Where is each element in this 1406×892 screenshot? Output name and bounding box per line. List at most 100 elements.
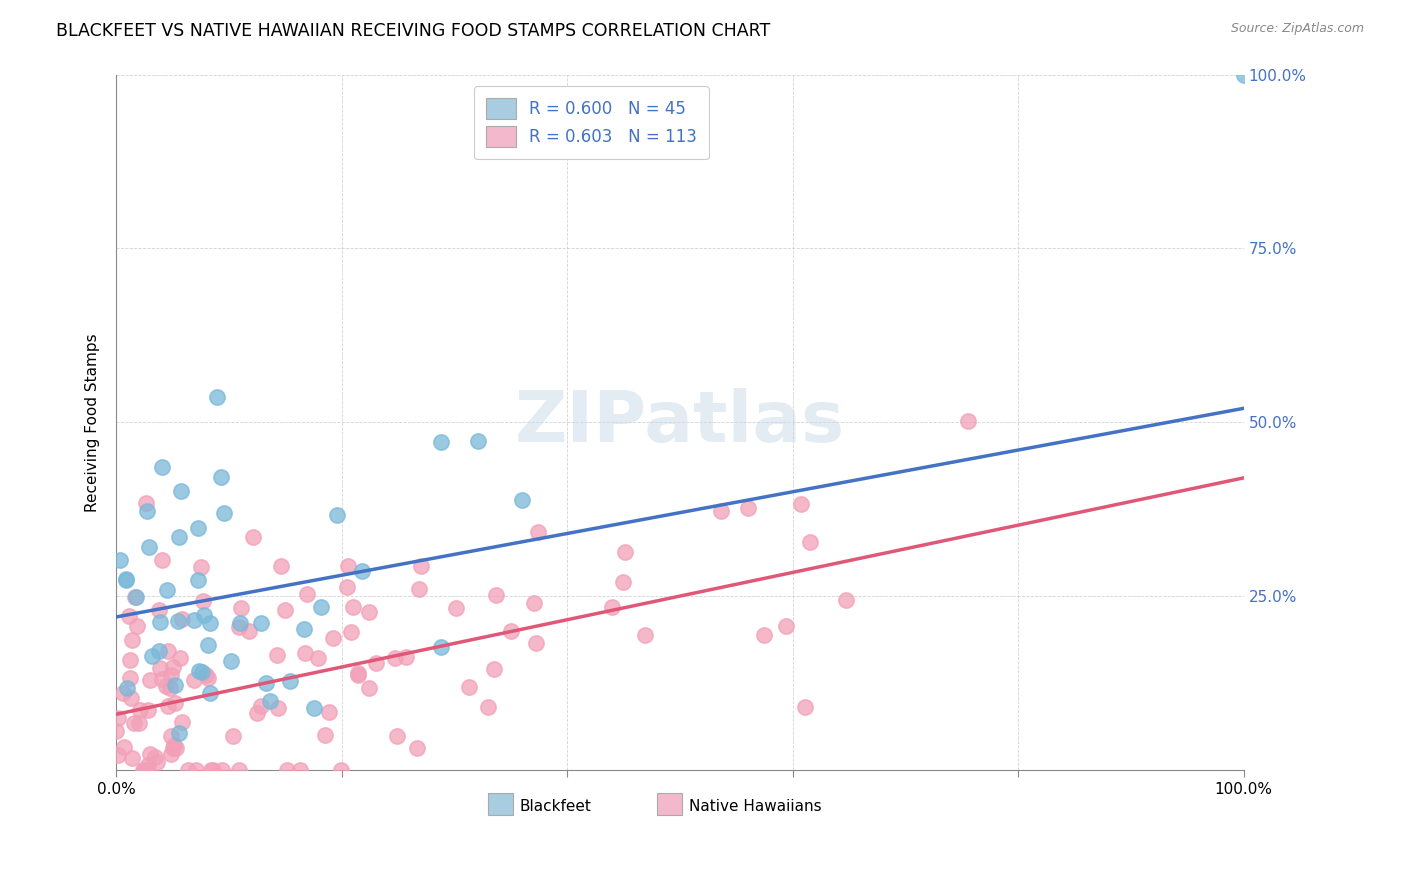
Point	[162, 741, 184, 756]
Point	[612, 575, 634, 590]
Point	[184, 763, 207, 777]
Point	[136, 703, 159, 717]
Point	[294, 647, 316, 661]
Point	[193, 608, 215, 623]
Point	[160, 668, 183, 682]
Point	[155, 680, 177, 694]
Point	[602, 599, 624, 614]
Point	[238, 624, 260, 639]
Point	[222, 730, 245, 744]
Point	[145, 755, 167, 769]
Point	[249, 698, 271, 713]
Point	[169, 726, 191, 740]
Point	[135, 496, 157, 510]
Point	[150, 673, 173, 687]
Point	[122, 715, 145, 730]
Point	[228, 763, 250, 777]
Point	[107, 711, 129, 725]
Point	[1233, 68, 1256, 82]
Point	[156, 582, 179, 597]
Point	[156, 698, 179, 713]
Point	[128, 716, 150, 731]
Point	[167, 530, 190, 544]
Point	[105, 723, 128, 738]
Point	[229, 616, 252, 631]
Point	[634, 628, 657, 642]
Point	[250, 615, 273, 630]
Point	[477, 699, 499, 714]
Point	[523, 596, 546, 610]
Point	[141, 648, 163, 663]
Text: Source: ZipAtlas.com: Source: ZipAtlas.com	[1230, 22, 1364, 36]
Point	[138, 673, 160, 687]
Point	[276, 763, 298, 777]
Point	[799, 535, 821, 549]
Point	[188, 664, 211, 678]
Point	[198, 685, 221, 699]
Point	[197, 671, 219, 685]
Point	[159, 681, 181, 695]
Point	[115, 572, 138, 586]
Point	[191, 594, 214, 608]
Point	[150, 459, 173, 474]
Point	[254, 676, 277, 690]
Point	[357, 681, 380, 695]
Point	[484, 589, 506, 603]
Point	[200, 763, 222, 777]
Point	[408, 582, 430, 596]
Point	[266, 648, 288, 662]
Point	[149, 661, 172, 675]
Point	[183, 613, 205, 627]
Point	[342, 599, 364, 614]
Point	[405, 741, 427, 756]
Point	[278, 673, 301, 688]
Point	[165, 696, 187, 710]
Point	[117, 608, 139, 623]
Point	[112, 739, 135, 754]
Point	[336, 581, 359, 595]
Point	[187, 521, 209, 535]
Point	[737, 501, 759, 516]
Point	[172, 714, 194, 729]
Point	[148, 644, 170, 658]
Point	[446, 600, 468, 615]
Point	[190, 665, 212, 680]
Point	[364, 657, 387, 671]
Point	[467, 434, 489, 448]
Point	[229, 600, 252, 615]
Point	[340, 625, 363, 640]
Point	[458, 681, 481, 695]
Point	[170, 484, 193, 499]
Text: ZIPatlas: ZIPatlas	[515, 388, 845, 457]
Point	[145, 750, 167, 764]
Point	[387, 729, 409, 743]
Point	[160, 729, 183, 743]
Point	[205, 390, 228, 404]
Point	[149, 615, 172, 629]
Point	[165, 678, 187, 692]
Point	[347, 668, 370, 682]
Point	[710, 504, 733, 518]
Point	[183, 673, 205, 687]
Point	[352, 564, 374, 578]
Point	[209, 469, 232, 483]
Point	[835, 592, 858, 607]
Point	[499, 624, 522, 638]
Point	[152, 553, 174, 567]
Point	[322, 631, 344, 645]
Point	[309, 600, 332, 615]
Point	[395, 649, 418, 664]
Point	[169, 651, 191, 665]
Point	[200, 616, 222, 631]
Point	[187, 573, 209, 587]
Point	[195, 667, 218, 681]
Point	[197, 639, 219, 653]
Point	[127, 619, 149, 633]
Point	[242, 531, 264, 545]
Point	[510, 493, 533, 508]
Point	[121, 632, 143, 647]
Point	[138, 540, 160, 554]
Point	[162, 660, 184, 674]
Point	[273, 603, 295, 617]
Point	[259, 693, 281, 707]
